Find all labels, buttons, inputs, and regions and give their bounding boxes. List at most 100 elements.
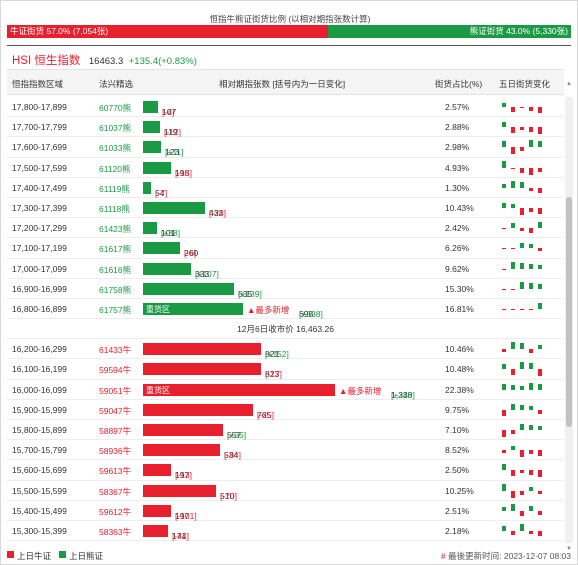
sparkline-bar [529,349,533,354]
bull-row[interactable]: 15,300-15,399 58363牛 171 [-44] 2.18% [7,521,564,542]
warrant-code-link[interactable]: 59051牛 [99,385,132,396]
sparkline-bar [529,363,533,370]
warrant-code-link[interactable]: 58897牛 [99,426,132,436]
warrant-code-link[interactable]: 59612牛 [99,506,132,517]
sparkline-bar [511,308,515,310]
bear-row[interactable]: 17,600-17,699 61033熊 123 [+11] 2.98% [7,137,564,158]
five-day-change-sparkline [502,424,542,437]
five-day-change-sparkline [502,523,542,536]
bear-row[interactable]: 17,500-17,599 61120熊 198 [-15] 4.93% [7,158,564,178]
bear-row[interactable]: 17,800-17,899 60770熊 107 [-4] 2.57% [7,97,564,118]
warrant-code-link[interactable]: 61120熊 [99,163,131,174]
warrant-code-link[interactable]: 61119熊 [99,183,130,194]
bear-legend-label: 上日熊证 [69,551,104,561]
five-day-change-sparkline [502,446,542,458]
warrant-code-link[interactable]: 58367牛 [99,486,132,497]
sparkline-bar [538,302,542,309]
scrollbar[interactable] [565,97,573,543]
bear-row[interactable]: 17,200-17,299 61423熊 101 [+38] 2.42% [7,218,564,239]
bull-row[interactable]: 16,100-16,199 59594牛 823 [-17] 10.48% [7,359,564,380]
scroll-up-arrow-icon[interactable]: ▲ [566,81,572,87]
warrant-code-link[interactable]: 59047牛 [99,405,132,416]
range-cell: 15,600-15,699 [12,465,67,476]
contracts-number: 197 [175,510,190,521]
bear-row[interactable]: 17,000-17,099 61616熊 333 [+107] 9.62% [7,259,564,279]
contracts-number: 198 [175,167,190,178]
five-day-change-sparkline [502,281,542,290]
bull-row[interactable]: 15,700-15,799 58936牛 534 [-84] 8.52% [7,440,564,461]
bear-row[interactable]: 16,800-16,899 61757熊 重货区 ▲最多新增 698 [+698] 16.… [7,299,564,320]
sparkline-bar [520,281,524,289]
range-cell: 17,800-17,899 [12,102,67,112]
sparkline-bar [502,248,506,250]
bull-row[interactable]: 15,600-15,699 59613牛 197 [-13] 2.50% [7,460,564,481]
warrant-code-link[interactable]: 61757熊 [99,304,132,315]
sparkline-bar [511,203,515,208]
five-day-change-sparkline [502,362,542,377]
sparkline-bar [520,523,524,531]
sparkline-bar [511,288,515,290]
most-added-note: ▲最多新增 [247,304,290,315]
warrant-code-link[interactable]: 61037熊 [99,123,132,134]
sparkline-bar [538,490,542,494]
bull-row[interactable]: 15,800-15,899 58897牛 557 [+35] 7.10% [7,420,564,441]
bear-row[interactable]: 16,900-16,999 61758熊 635 [+139] 15.30% [7,279,564,299]
sparkline-bar [511,167,515,169]
ratio-title: 恒指牛熊证街货比例 (以相对期指张数计算) [209,14,371,24]
sparkline-bar [502,202,506,208]
bear-row[interactable]: 17,700-17,799 61037熊 119 [-12] 2.88% [7,117,564,138]
contracts-bar [143,343,261,356]
warrant-code-link[interactable]: 61033熊 [99,143,132,154]
warrant-code-link[interactable]: 58936牛 [99,446,132,457]
bull-row[interactable]: 15,400-15,499 59612牛 197 [-101] 2.51% [7,501,564,521]
bull-row[interactable]: 16,000-16,099 59051牛 重货区 ▲最多新增 1,338 [+240] 2… [7,380,564,400]
range-cell: 15,300-15,399 [12,525,67,536]
bear-row[interactable]: 17,100-17,199 61617熊 260 [-6] 6.26% [7,238,564,259]
five-day-change-sparkline [502,222,542,234]
warrant-code-link[interactable]: 58363牛 [99,526,132,537]
sparkline-bar [520,167,524,173]
bear-ratio-segment: 熊证街货 43.0% (5,330张) [328,25,571,38]
sparkline-bar [520,385,524,390]
warrant-code-link[interactable]: 61616熊 [99,264,132,275]
sparkline-bar [511,369,515,376]
sparkline-bar [511,403,515,410]
sparkline-bar [520,470,524,474]
range-cell: 17,100-17,199 [12,243,67,254]
sparkline-bar [520,362,524,370]
contracts-change: [+698] [299,308,323,319]
warrant-code-link[interactable]: 61617熊 [99,244,132,255]
warrant-code-link[interactable]: 59613牛 [99,466,132,477]
bull-row[interactable]: 15,500-15,599 58367牛 510 [-70] 10.25% [7,481,564,501]
contracts-bar [143,181,151,194]
sparkline-bar [538,264,542,269]
share-pct: 10.46% [445,344,474,355]
share-pct: 7.10% [445,425,470,435]
share-pct: 4.93% [445,162,470,173]
warrant-code-link[interactable]: 60770熊 [99,103,132,113]
sparkline-bar [511,530,515,535]
contracts-bar [143,222,157,235]
contracts-bar [143,201,205,214]
warrant-code-link[interactable]: 61118熊 [99,203,130,214]
warrant-code-link[interactable]: 61423熊 [99,224,132,235]
contracts-bar [143,403,253,416]
sparkline-bar [538,141,542,148]
scrollbar-thumb[interactable] [566,197,572,427]
bull-row[interactable]: 16,200-16,299 61433牛 821 [+152] 10.46% [7,339,564,360]
warrant-code-link[interactable]: 61433牛 [99,345,132,356]
sparkline-bar [529,107,533,111]
scroll-down-arrow-icon[interactable]: ▼ [566,546,572,552]
warrant-code-link[interactable]: 59594牛 [99,365,132,376]
bear-row[interactable]: 17,400-17,499 61119熊 54 [-7] 1.30% [7,178,564,198]
bear-row[interactable]: 17,300-17,399 61118熊 433 [-24] 10.43% [7,198,564,219]
sparkline-bar [502,268,506,270]
contracts-change: [+107] [195,268,219,279]
contracts-bar [143,282,234,295]
warrant-code-link[interactable]: 61758熊 [99,284,132,295]
bull-row[interactable]: 15,900-15,999 59047牛 765 [-25] 9.75% [7,400,564,420]
warrant-table[interactable]: 17,800-17,899 60770熊 107 [-4] 2.57% 17,700-1… [7,97,564,543]
contracts-change: [-12] [164,127,182,138]
sparkline-bar [502,450,506,454]
contracts-number: 823 [265,369,280,380]
